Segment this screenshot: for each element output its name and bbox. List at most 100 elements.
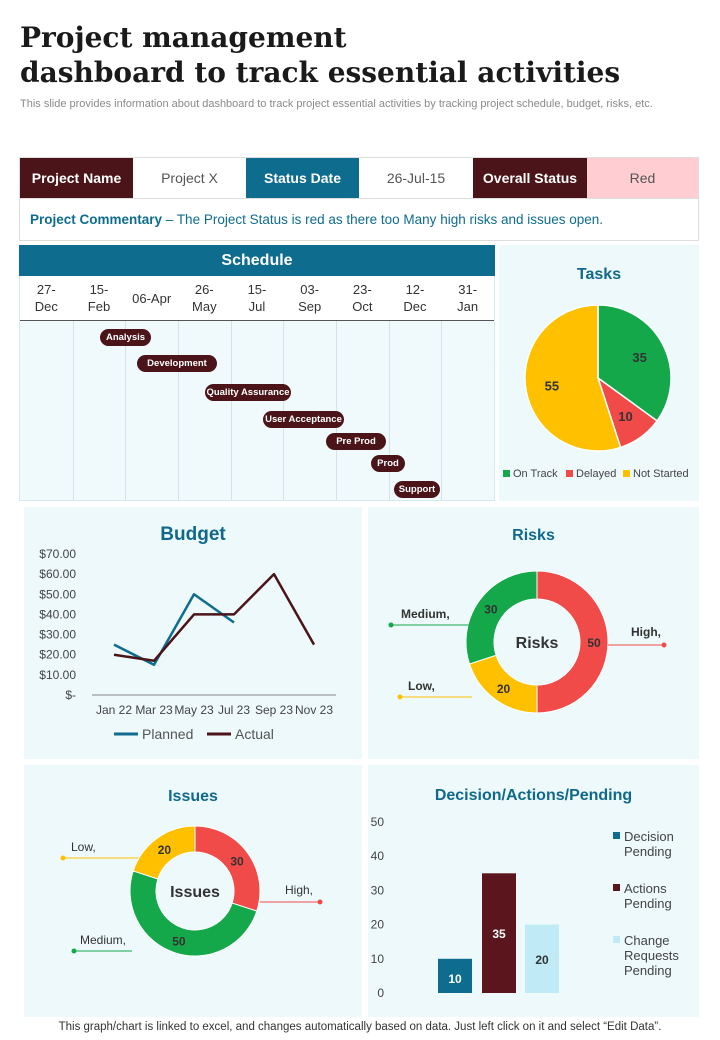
- issues-leader-dot: [71, 948, 77, 954]
- project-name-value: Project X: [133, 158, 246, 198]
- schedule-date-part: Oct: [352, 299, 373, 314]
- schedule-date-part: 03-: [300, 282, 320, 297]
- schedule-date: 06-Apr: [125, 276, 178, 320]
- schedule-date-part: Jul: [248, 299, 266, 314]
- risks-slice: [536, 570, 609, 714]
- title-line-2: dashboard to track essential activities: [20, 56, 621, 89]
- schedule-grid-line: [230, 321, 232, 500]
- overall-status-label: Overall Status: [473, 158, 587, 198]
- issues-data-label: 20: [158, 843, 172, 857]
- decisions-legend-swatch: [613, 884, 620, 891]
- decisions-data-label: 10: [448, 972, 462, 986]
- schedule-task-bar: Quality Assurance: [205, 384, 291, 401]
- schedule-date-part: Dec: [34, 299, 58, 314]
- budget-title: Budget: [160, 524, 226, 545]
- schedule-task-bar: Support: [394, 481, 440, 498]
- schedule-date: 26- May: [178, 276, 231, 320]
- decisions-data-label: 20: [535, 953, 549, 967]
- decisions-y-tick: 0: [377, 986, 384, 1000]
- decisions-bar-chart: 50403020100103520DecisionPendingActionsP…: [371, 815, 680, 1000]
- decisions-legend-label: Decision: [624, 829, 674, 844]
- decisions-panel: Decision/Actions/Pending 50 40 30 20 10 0 10 35…: [368, 765, 699, 1017]
- decisions-bar: [525, 924, 559, 993]
- schedule-date-part: 23-: [352, 282, 372, 297]
- budget-series-actual: [113, 572, 316, 663]
- schedule-panel: Schedule 27- Dec 15- Feb 06-Apr 26- May 15- Jul 0…: [19, 245, 495, 501]
- commentary-text: – The Project Status is red as there too…: [162, 212, 604, 227]
- budget-y-tick: $30.00: [39, 628, 76, 642]
- budget-panel: Budget $70.00 $60.00 $50.00 $40.00 $30.00 $20…: [24, 507, 362, 759]
- schedule-dates-row: 27- Dec 15- Feb 06-Apr 26- May 15- Jul 03- Sep 23- O…: [20, 276, 494, 321]
- decisions-legend-label: Requests: [624, 948, 679, 963]
- schedule-date: 12- Dec: [389, 276, 442, 320]
- budget-y-tick: $20.00: [39, 648, 76, 662]
- schedule-task-bar: Development: [137, 355, 217, 372]
- risks-category-label: Low,: [408, 679, 435, 693]
- tasks-slice: [524, 304, 622, 452]
- issues-category-label: High,: [285, 883, 313, 897]
- schedule-date-part: Dec: [403, 299, 427, 314]
- risks-leader-dot: [388, 622, 394, 628]
- issues-center-label: Issues: [170, 884, 220, 901]
- status-date-label: Status Date: [246, 158, 359, 198]
- risks-title: Risks: [512, 527, 555, 544]
- schedule-header: Schedule: [19, 245, 495, 276]
- tasks-legend-label: Delayed: [576, 468, 616, 480]
- tasks-legend-label: On Track: [513, 468, 558, 480]
- budget-y-tick: $-: [65, 688, 76, 702]
- decisions-legend-label: Change: [624, 933, 670, 948]
- budget-x-tick: Jul 23: [218, 703, 250, 717]
- decisions-legend-swatch: [613, 832, 620, 839]
- tasks-legend-swatch: [566, 470, 573, 477]
- footer-note: This graph/chart is linked to excel, and…: [58, 1021, 662, 1033]
- budget-x-tick: Jan 22: [96, 703, 132, 717]
- schedule-grid-line: [178, 321, 179, 500]
- risks-donut-chart: 50 20 30 Risks High, Low, Medium,: [388, 570, 667, 714]
- decisions-legend-label: Pending: [624, 844, 672, 859]
- risks-category-label: Medium,: [401, 607, 450, 621]
- tasks-title: Tasks: [576, 266, 622, 283]
- decisions-y-tick: 30: [371, 883, 385, 897]
- schedule-task-bar: Prod: [371, 455, 405, 472]
- project-commentary: Project Commentary – The Project Status …: [19, 199, 699, 241]
- decisions-bar: [438, 958, 472, 993]
- issues-data-label: 30: [230, 854, 244, 868]
- issues-slice: [129, 870, 258, 957]
- schedule-date: 31- Jan: [441, 276, 494, 320]
- schedule-date: 15- Feb: [73, 276, 126, 320]
- schedule-date-part: Jan: [457, 299, 479, 314]
- schedule-grid-line: [388, 321, 390, 500]
- issues-leader-dot: [317, 899, 323, 905]
- issues-data-label: 50: [172, 934, 186, 948]
- status-row: Project Name Project X Status Date 26-Ju…: [19, 157, 699, 199]
- decisions-y-tick: 20: [371, 918, 385, 932]
- schedule-task-bar: Pre Prod: [326, 433, 386, 450]
- budget-x-tick: Sep 23: [255, 703, 293, 717]
- tasks-slice: [597, 304, 672, 422]
- schedule-task-bar: Analysis: [100, 329, 151, 346]
- commentary-label: Project Commentary: [30, 212, 163, 227]
- schedule-date-part: 12-: [405, 282, 425, 297]
- decisions-legend-label: Pending: [624, 896, 672, 911]
- risks-panel: Risks 50 20 30 Risks High, Low, Medium,: [368, 507, 699, 759]
- schedule-date: 23- Oct: [336, 276, 389, 320]
- budget-y-tick: $70.00: [39, 547, 76, 561]
- decisions-y-tick: 10: [371, 952, 385, 966]
- budget-y-tick: $10.00: [39, 668, 76, 682]
- status-date-value: 26-Jul-15: [359, 158, 473, 198]
- decisions-title: Decision/Actions/Pending: [434, 787, 633, 804]
- tasks-data-label: 55: [545, 378, 559, 393]
- decisions-bar: [482, 873, 516, 993]
- schedule-grid-line: [283, 321, 285, 500]
- budget-x-tick: Nov 23: [295, 703, 333, 717]
- schedule-date-part: 26-: [194, 282, 214, 297]
- issues-category-label: Medium,: [80, 933, 126, 947]
- schedule-date-part: Feb: [87, 299, 111, 314]
- schedule-date-part: 06-Apr: [132, 290, 172, 306]
- risks-data-label: 30: [484, 602, 498, 616]
- budget-series-planned: [113, 593, 235, 667]
- budget-y-tick: $40.00: [39, 607, 76, 621]
- budget-legend-label: Planned: [142, 726, 193, 742]
- decisions-legend-label: Actions: [624, 881, 667, 896]
- overall-status-value: Red: [587, 158, 698, 198]
